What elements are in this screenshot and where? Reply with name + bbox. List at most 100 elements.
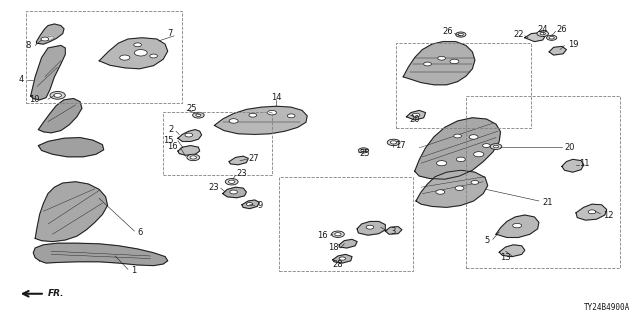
Circle shape bbox=[387, 139, 400, 146]
Circle shape bbox=[335, 233, 341, 236]
Text: 8: 8 bbox=[26, 41, 31, 50]
Text: 2: 2 bbox=[169, 125, 174, 134]
Circle shape bbox=[366, 225, 374, 229]
Text: 14: 14 bbox=[271, 93, 282, 102]
Text: 21: 21 bbox=[543, 198, 553, 207]
Circle shape bbox=[540, 32, 545, 35]
Circle shape bbox=[361, 149, 366, 152]
Text: 9: 9 bbox=[257, 201, 262, 210]
Circle shape bbox=[193, 112, 204, 118]
Circle shape bbox=[454, 134, 461, 138]
Text: 25: 25 bbox=[187, 104, 197, 113]
Text: 7: 7 bbox=[168, 29, 173, 38]
Circle shape bbox=[493, 145, 499, 148]
Polygon shape bbox=[549, 46, 566, 55]
Circle shape bbox=[455, 186, 464, 190]
Circle shape bbox=[458, 33, 463, 36]
Polygon shape bbox=[406, 110, 426, 120]
Circle shape bbox=[549, 36, 554, 39]
Circle shape bbox=[339, 257, 346, 260]
Text: 19: 19 bbox=[568, 40, 579, 49]
Circle shape bbox=[358, 148, 369, 153]
Polygon shape bbox=[333, 254, 352, 263]
Circle shape bbox=[390, 141, 397, 144]
Circle shape bbox=[185, 133, 193, 137]
Text: TY24B4900A: TY24B4900A bbox=[584, 303, 630, 312]
Circle shape bbox=[41, 37, 49, 41]
Polygon shape bbox=[415, 118, 500, 179]
Polygon shape bbox=[35, 182, 108, 242]
Polygon shape bbox=[99, 38, 168, 69]
Circle shape bbox=[230, 190, 237, 194]
Circle shape bbox=[134, 43, 141, 47]
Polygon shape bbox=[403, 42, 475, 85]
Text: 22: 22 bbox=[513, 30, 524, 39]
Polygon shape bbox=[525, 33, 545, 42]
Text: 4: 4 bbox=[19, 76, 24, 84]
Text: 23: 23 bbox=[208, 183, 219, 192]
Circle shape bbox=[249, 113, 257, 117]
Circle shape bbox=[474, 152, 484, 157]
Polygon shape bbox=[229, 156, 248, 165]
Polygon shape bbox=[496, 215, 539, 237]
Polygon shape bbox=[499, 245, 525, 257]
Text: 11: 11 bbox=[579, 159, 589, 168]
Circle shape bbox=[54, 93, 61, 97]
Text: 26: 26 bbox=[443, 28, 453, 36]
Polygon shape bbox=[214, 106, 307, 134]
Polygon shape bbox=[38, 99, 82, 133]
Polygon shape bbox=[31, 45, 65, 100]
Polygon shape bbox=[576, 204, 607, 220]
Polygon shape bbox=[242, 200, 259, 209]
Text: 20: 20 bbox=[564, 143, 575, 152]
Text: 17: 17 bbox=[396, 141, 406, 150]
Text: 27: 27 bbox=[248, 154, 259, 163]
Polygon shape bbox=[178, 130, 202, 141]
Circle shape bbox=[287, 114, 295, 118]
Polygon shape bbox=[44, 36, 54, 41]
Text: 24: 24 bbox=[538, 25, 548, 34]
Circle shape bbox=[456, 32, 466, 37]
Text: 3: 3 bbox=[390, 227, 396, 236]
Circle shape bbox=[438, 56, 445, 60]
Circle shape bbox=[456, 157, 465, 162]
Circle shape bbox=[190, 156, 196, 159]
Polygon shape bbox=[416, 170, 488, 207]
Text: 26: 26 bbox=[557, 25, 568, 34]
Circle shape bbox=[134, 50, 147, 56]
Circle shape bbox=[332, 231, 344, 237]
Circle shape bbox=[150, 54, 157, 58]
Text: FR.: FR. bbox=[48, 289, 65, 298]
Circle shape bbox=[436, 161, 447, 166]
Text: 6: 6 bbox=[138, 228, 143, 237]
Text: 25: 25 bbox=[360, 149, 370, 158]
Polygon shape bbox=[385, 227, 402, 234]
Circle shape bbox=[196, 114, 201, 116]
Circle shape bbox=[246, 203, 253, 206]
Text: 18: 18 bbox=[328, 244, 339, 252]
Text: 16: 16 bbox=[167, 142, 178, 151]
Circle shape bbox=[547, 35, 557, 40]
Text: 12: 12 bbox=[603, 211, 613, 220]
Circle shape bbox=[424, 62, 431, 66]
Circle shape bbox=[229, 119, 238, 123]
Circle shape bbox=[513, 223, 522, 228]
Circle shape bbox=[471, 180, 479, 184]
Polygon shape bbox=[223, 187, 246, 198]
Text: 16: 16 bbox=[317, 231, 328, 240]
Polygon shape bbox=[36, 24, 64, 44]
Polygon shape bbox=[339, 239, 357, 248]
Polygon shape bbox=[33, 243, 168, 266]
Circle shape bbox=[436, 190, 445, 194]
Circle shape bbox=[450, 59, 459, 64]
Circle shape bbox=[187, 154, 200, 161]
Polygon shape bbox=[178, 146, 200, 155]
Text: 13: 13 bbox=[500, 253, 511, 262]
Circle shape bbox=[588, 210, 596, 214]
Circle shape bbox=[483, 144, 490, 148]
Circle shape bbox=[50, 92, 65, 99]
Text: 23: 23 bbox=[237, 169, 248, 178]
Polygon shape bbox=[562, 159, 584, 172]
Text: 15: 15 bbox=[164, 136, 174, 145]
Text: 5: 5 bbox=[484, 236, 490, 245]
